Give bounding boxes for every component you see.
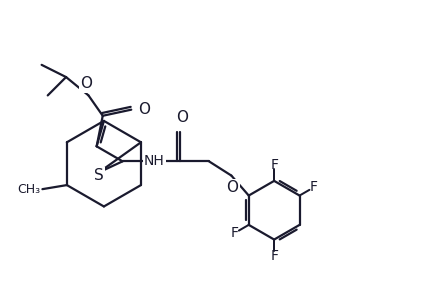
Text: O: O <box>176 110 187 125</box>
Text: O: O <box>227 181 238 196</box>
Text: NH: NH <box>144 154 165 168</box>
Text: F: F <box>310 181 318 194</box>
Text: F: F <box>270 249 278 263</box>
Text: O: O <box>80 76 92 91</box>
Text: O: O <box>139 102 150 117</box>
Text: CH₃: CH₃ <box>17 183 41 196</box>
Text: S: S <box>94 168 104 183</box>
Text: F: F <box>270 157 278 172</box>
Text: F: F <box>231 226 238 240</box>
